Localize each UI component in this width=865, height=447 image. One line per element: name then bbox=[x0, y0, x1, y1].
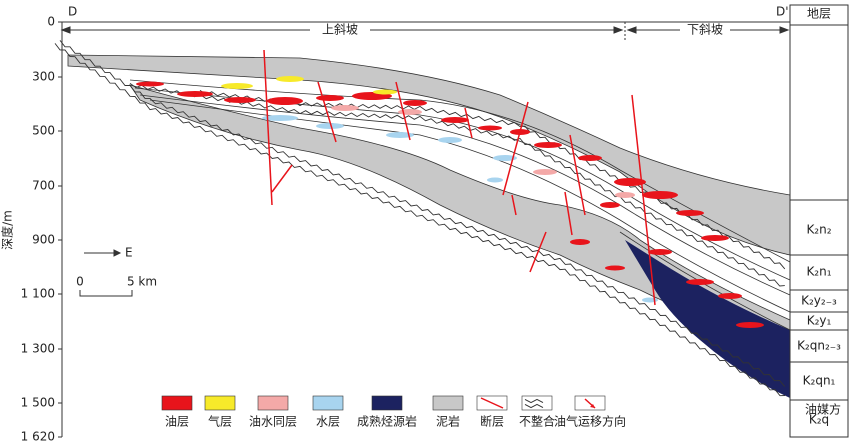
direction-label: E bbox=[125, 246, 133, 260]
legend-label: 成熟烃源岩 bbox=[357, 414, 417, 429]
depth-tick-label: 900 bbox=[32, 233, 55, 247]
depth-tick-label: 0 bbox=[47, 15, 55, 29]
strata-label: K₂q bbox=[809, 413, 829, 427]
strata-header: 地层 bbox=[807, 7, 831, 21]
depth-tick-label: 300 bbox=[32, 70, 55, 84]
direction-scale bbox=[79, 249, 133, 297]
strata-label: K₂n₁ bbox=[806, 265, 831, 279]
mudstone-upper bbox=[67, 54, 791, 256]
start-label: D bbox=[68, 5, 77, 19]
depth-tick-label: 1 620 bbox=[21, 430, 55, 444]
legend-wave bbox=[524, 403, 544, 409]
legend-swatch bbox=[432, 395, 464, 411]
faults bbox=[263, 49, 656, 306]
reservoirs bbox=[136, 76, 764, 328]
legend-label: 断层 bbox=[480, 414, 504, 429]
legend-swatch bbox=[161, 395, 193, 411]
strata-label: K₂y₁ bbox=[807, 314, 832, 328]
zone-label: 下斜坡 bbox=[687, 23, 723, 37]
scale-end: 5 km bbox=[127, 275, 157, 289]
strata-column bbox=[789, 4, 849, 438]
source-rock bbox=[625, 240, 790, 398]
end-label: D' bbox=[776, 5, 789, 19]
legend-arrowhead bbox=[590, 404, 595, 408]
legend-swatch bbox=[521, 395, 553, 411]
strata-label: K₂qn₂₋₃ bbox=[797, 339, 841, 353]
depth-tick-label: 1 500 bbox=[21, 396, 55, 410]
legend-wave bbox=[524, 398, 544, 404]
scale-start: 0 bbox=[76, 275, 84, 289]
legend-label: 不整合 bbox=[519, 414, 555, 429]
unconformities bbox=[54, 40, 786, 397]
legend-fault bbox=[480, 397, 504, 409]
legend-label: 油层 bbox=[165, 415, 189, 429]
watermark: 油媒方 bbox=[805, 402, 841, 417]
depth-tick-label: 1 100 bbox=[21, 287, 55, 301]
legend-swatch bbox=[204, 395, 236, 411]
legend-label: 气层 bbox=[208, 414, 232, 429]
legend-swatch bbox=[371, 395, 403, 411]
strata-label: K₂n₂ bbox=[806, 223, 831, 237]
zone-label: 上斜坡 bbox=[322, 23, 358, 37]
unconformity bbox=[199, 90, 786, 270]
depth-tick-label: 1 300 bbox=[21, 342, 55, 356]
legend-label: 泥岩 bbox=[436, 414, 460, 429]
depth-tick-label: 700 bbox=[32, 179, 55, 193]
legend-swatch bbox=[312, 395, 344, 411]
legend-label: 油水同层 bbox=[249, 415, 297, 429]
legend-label: 油气运移方向 bbox=[554, 414, 626, 429]
legend-swatch bbox=[257, 395, 289, 411]
legend-label: 水层 bbox=[316, 415, 340, 429]
depth-tick-label: 500 bbox=[32, 124, 55, 138]
depth-axis-label: 深度/m bbox=[0, 210, 15, 250]
unconformity bbox=[54, 43, 786, 397]
strata-label: K₂qn₁ bbox=[803, 374, 836, 388]
zone-arrows bbox=[60, 22, 790, 40]
unconformity bbox=[59, 40, 786, 387]
strata-label: K₂y₂₋₃ bbox=[801, 294, 837, 308]
